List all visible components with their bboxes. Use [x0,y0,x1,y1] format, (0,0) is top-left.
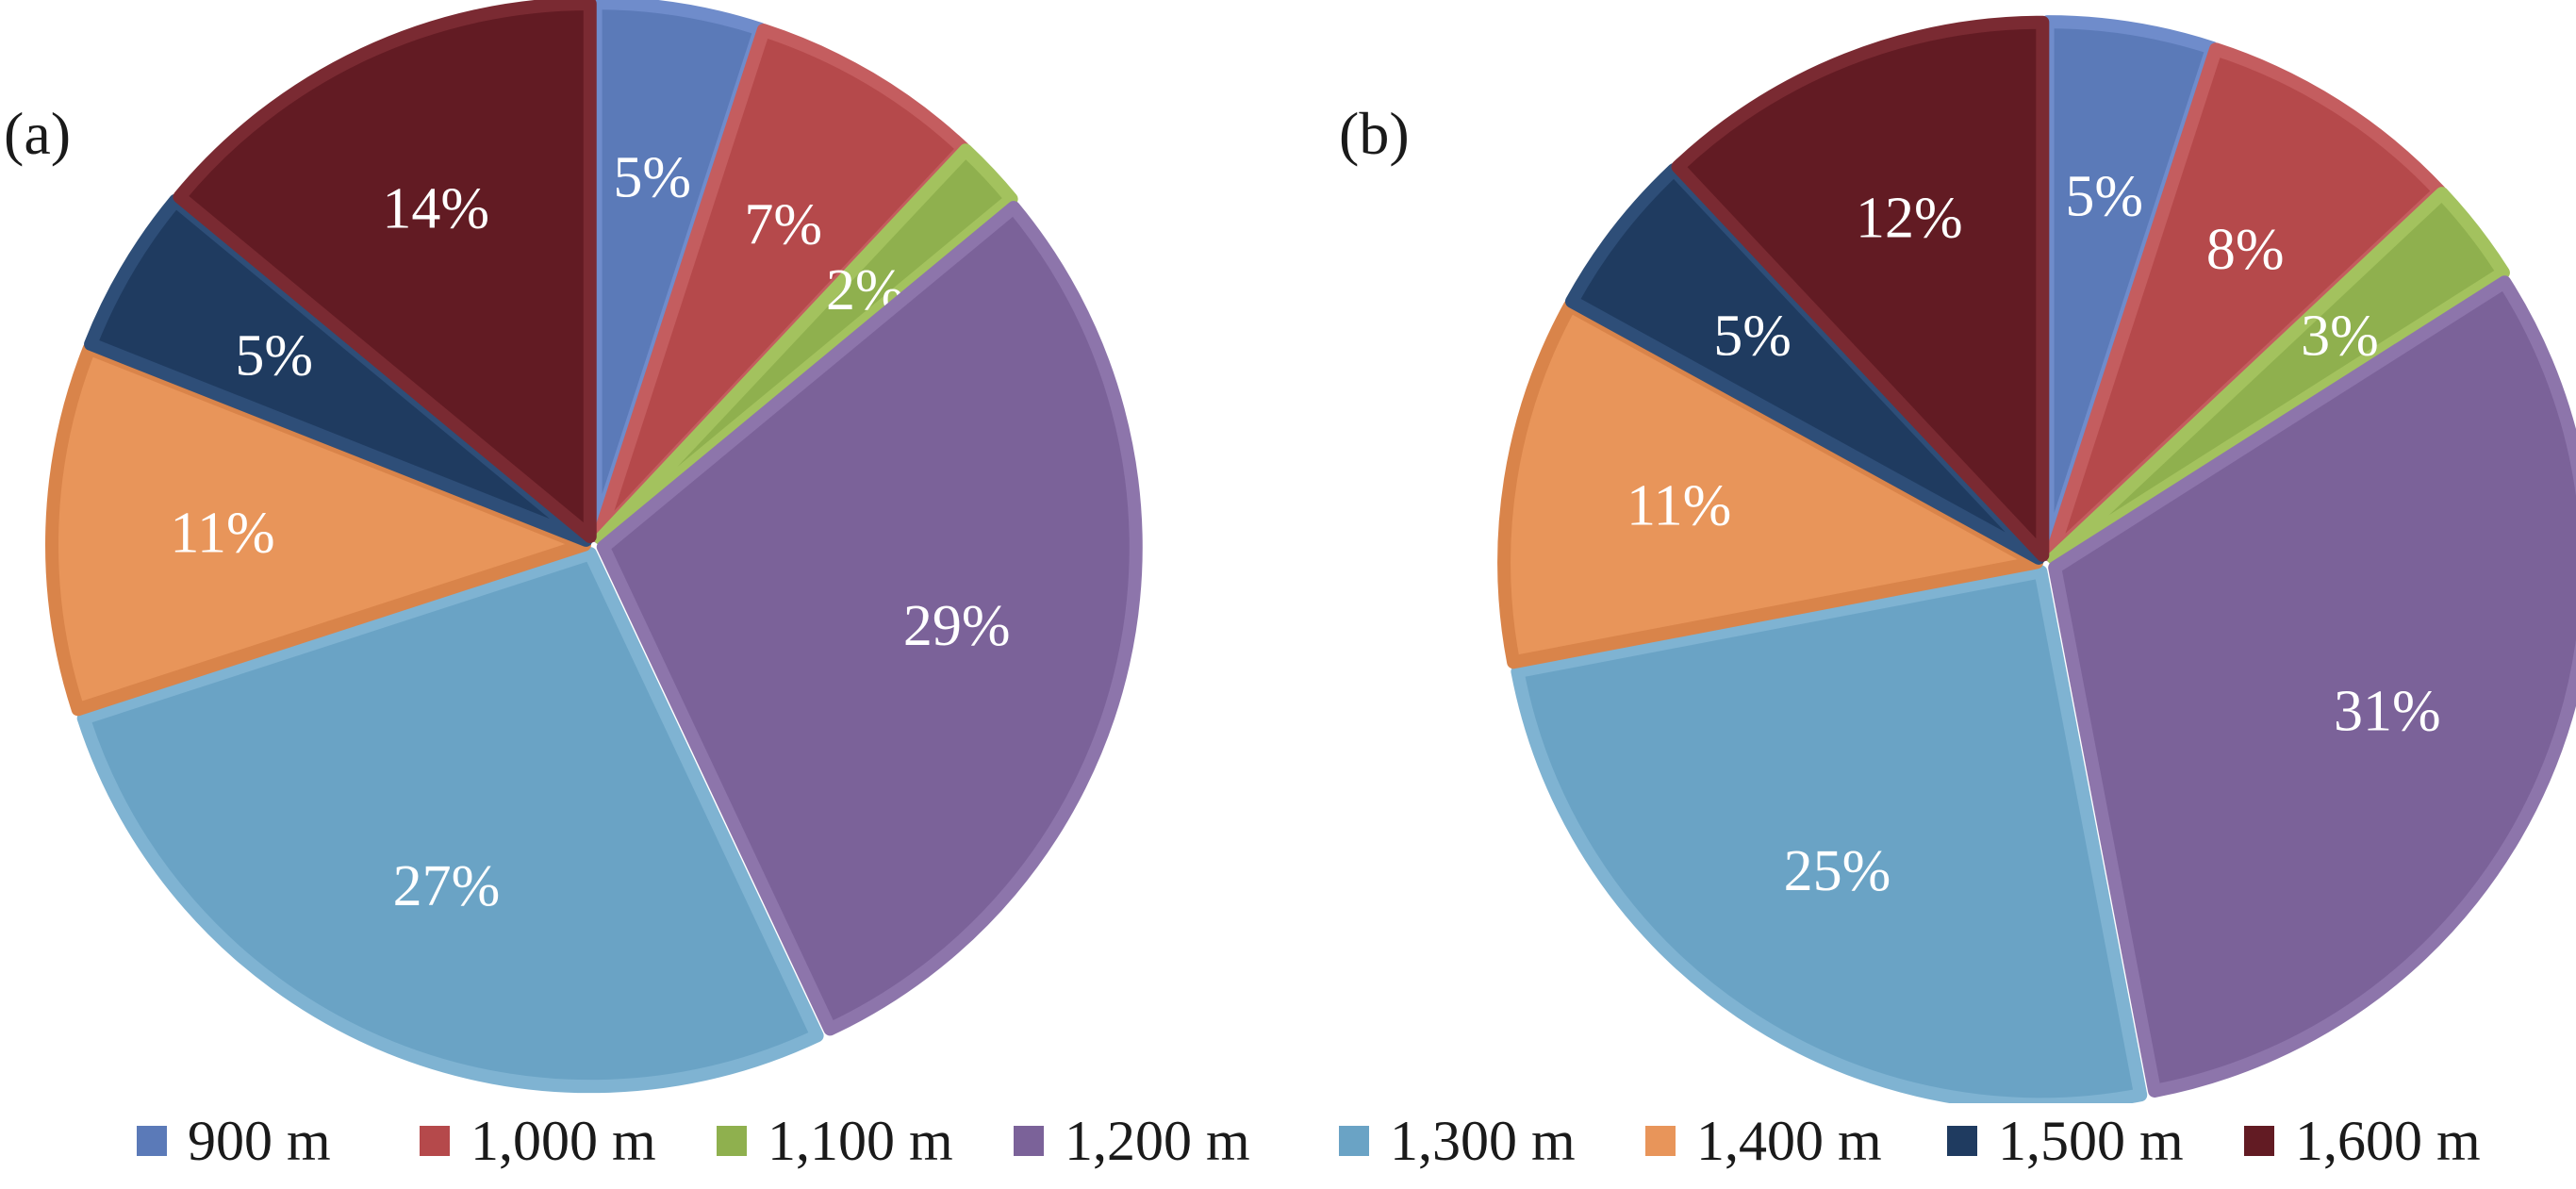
pie-b-label-1000m: 8% [2206,218,2285,282]
pie-a-label-1500m: 5% [235,323,313,388]
pie-b-slice-1600m [1671,15,2050,562]
legend-swatch-1100m [717,1126,747,1156]
legend-item-1000m: 1,000 m [420,1103,656,1179]
pie-b-label-1200m: 31% [2334,680,2441,744]
panel-b-label: (b) [1339,100,1410,167]
pie-a-slice-1500m [84,193,593,547]
pie-charts: 5%7%2%29%27%11%5%14% 5%8%3%31%25%11%5%12… [45,0,2576,1103]
pie-b-slice-1500m [1564,163,2046,565]
pie-a-slice-1000m [592,24,970,544]
legend-label-1000m: 1,000 m [471,1110,656,1172]
legend-label-1300m: 1,300 m [1390,1110,1576,1172]
pie-a-label-1400m: 11% [170,502,274,566]
pie-a-slice-1400m [45,341,592,717]
legend-label-1500m: 1,500 m [1998,1110,2184,1172]
pie-a-label-1300m: 27% [393,854,501,918]
pie-b-slice-1000m [2044,42,2447,563]
legend-swatch-1400m [1645,1126,1676,1156]
panel-a-label: (a) [4,100,72,167]
legend-label-900m: 900 m [188,1110,331,1172]
legend-item-900m: 900 m [137,1103,331,1179]
pie-b-label-1600m: 12% [1856,186,1963,250]
pie-b-label-1100m: 3% [2301,304,2379,368]
pie-b-label-1300m: 25% [1784,839,1891,903]
pie-a-slice-1100m [594,143,1018,546]
legend-swatch-1300m [1339,1126,1369,1156]
legend-item-1400m: 1,400 m [1645,1103,1882,1179]
pie-a-label-1000m: 7% [744,193,822,257]
legend: 900 m 1,000 m 1,100 m 1,200 m 1,300 m 1,… [0,1103,2576,1179]
legend-label-1200m: 1,200 m [1065,1110,1250,1172]
legend-label-1100m: 1,100 m [768,1110,953,1172]
pie-b-label-1500m: 5% [1713,304,1792,368]
pie-b-slice-1100m [2046,187,2510,565]
legend-swatch-1200m [1014,1126,1044,1156]
legend-item-1600m: 1,600 m [2244,1103,2481,1179]
pie-b-label-1400m: 11% [1627,473,1731,537]
legend-label-1400m: 1,400 m [1696,1110,1882,1172]
legend-item-1200m: 1,200 m [1014,1103,1250,1179]
pie-b-slice-1400m [1497,299,2044,669]
pie-chart-b: 5% 8%3% 31% 25% 11% 5% 12% [1497,15,2576,1103]
pie-b-slice-1200m [2048,275,2576,1098]
pie-a-label-1200m: 29% [903,594,1011,658]
legend-item-1100m: 1,100 m [717,1103,953,1179]
pie-a-label-900m: 5% [613,146,691,210]
legend-item-1500m: 1,500 m [1947,1103,2184,1179]
legend-label-1600m: 1,600 m [2295,1110,2481,1172]
legend-item-1300m: 1,300 m [1339,1103,1576,1179]
pie-a-slice-1600m [173,0,597,543]
legend-swatch-1500m [1947,1126,1977,1156]
pie-a-label-1600m: 14% [382,176,489,240]
legend-swatch-1600m [2244,1126,2274,1156]
pie-chart-a: 5%7%2%29%27%11%5%14% [45,0,1143,1094]
pie-b-label-900m: 5% [2065,165,2143,229]
pie-a-slice-1200m [596,201,1143,1036]
pie-a-slice-1300m [76,547,824,1094]
legend-swatch-900m [137,1126,167,1156]
legend-swatch-1000m [420,1126,450,1156]
pie-b-slice-1300m [1511,565,2148,1103]
